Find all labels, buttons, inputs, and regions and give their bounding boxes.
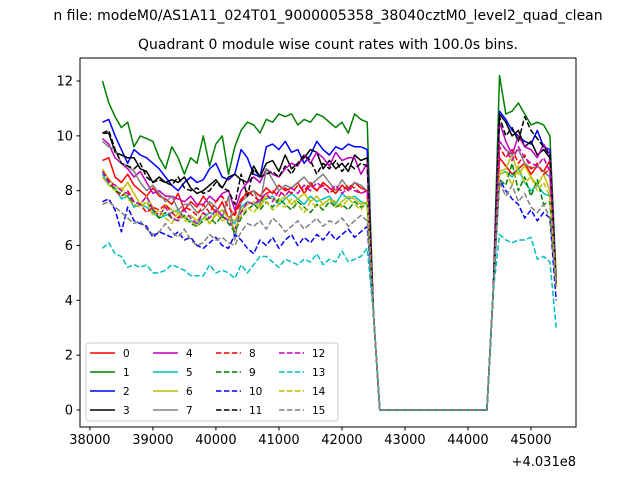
- legend-label-4: 4: [186, 348, 193, 360]
- legend-label-5: 5: [186, 367, 193, 379]
- x-tick-label: 45000: [510, 433, 551, 448]
- y-tick-label: 0: [65, 404, 73, 419]
- x-tick-label: 40000: [195, 433, 236, 448]
- legend-label-0: 0: [123, 348, 130, 360]
- legend-label-2: 2: [123, 386, 130, 398]
- x-tick-label: 42000: [321, 433, 362, 448]
- y-tick-label: 4: [65, 294, 73, 309]
- figure-suptitle: n file: modeM0/AS1A11_024T01_9000005358_…: [53, 8, 602, 24]
- legend-frame: [85, 342, 339, 422]
- legend-label-9: 9: [249, 367, 256, 379]
- y-tick-label: 6: [65, 239, 73, 254]
- x-axis: 38000 39000 40000 41000 42000 43000 44000 45000: [69, 427, 552, 448]
- x-offset-label: +4.031e8: [512, 455, 576, 470]
- legend-label-11: 11: [249, 405, 262, 417]
- x-tick-label: 44000: [447, 433, 488, 448]
- y-tick-label: 10: [56, 129, 73, 144]
- legend-label-10: 10: [249, 386, 262, 398]
- y-tick-label: 8: [65, 184, 73, 199]
- legend-label-14: 14: [312, 386, 326, 398]
- x-tick-label: 39000: [132, 433, 173, 448]
- legend-label-1: 1: [123, 367, 130, 379]
- series-line-15: [102, 181, 557, 411]
- legend-label-3: 3: [123, 405, 130, 417]
- y-tick-label: 12: [56, 75, 73, 90]
- legend-label-6: 6: [186, 386, 193, 398]
- x-tick-label: 41000: [258, 433, 299, 448]
- y-axis: 0 2 4 6 8 10 12: [56, 75, 80, 419]
- chart-title: Quadrant 0 module wise count rates with …: [138, 37, 518, 53]
- series-lines: [101, 74, 557, 411]
- legend-label-15: 15: [312, 405, 325, 417]
- axes-frame: [79, 57, 577, 428]
- legend-label-13: 13: [312, 367, 325, 379]
- y-tick-label: 2: [65, 349, 73, 364]
- legend-label-7: 7: [186, 405, 193, 417]
- legend-label-8: 8: [249, 348, 256, 360]
- series-line-13: [102, 233, 557, 411]
- x-tick-label: 43000: [384, 433, 425, 448]
- x-tick-label: 38000: [69, 433, 110, 448]
- legend-label-12: 12: [312, 348, 325, 360]
